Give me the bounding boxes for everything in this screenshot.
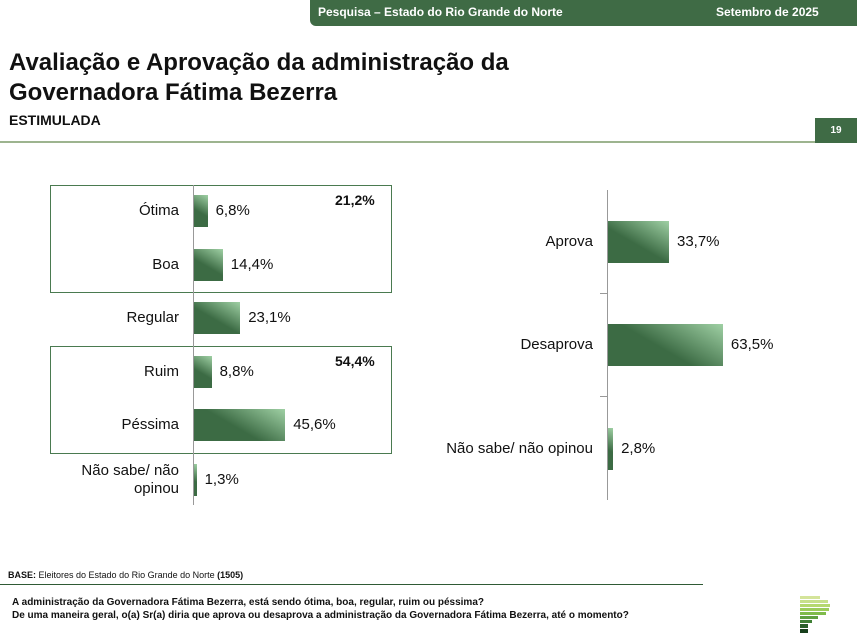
tick (600, 396, 607, 397)
page-number: 19 (815, 118, 857, 143)
bar (194, 302, 241, 334)
question-1: A administração da Governadora Fátima Be… (12, 597, 484, 608)
data-label: 1,3% (204, 471, 239, 488)
bar (608, 324, 723, 366)
header-bar: Pesquisa – Estado do Rio Grande do Norte… (310, 0, 857, 26)
page-title: Avaliação e Aprovação da administração d… (9, 49, 509, 106)
survey-date: Setembro de 2025 (716, 5, 819, 19)
data-label: 14,4% (230, 256, 274, 273)
logo (800, 596, 830, 633)
axis-line (193, 185, 194, 505)
group-total: 21,2% (335, 192, 375, 208)
group-total: 54,4% (335, 353, 375, 369)
page-subtitle: ESTIMULADA (9, 112, 101, 128)
data-label: 23,1% (248, 309, 291, 326)
bar (194, 249, 223, 281)
bar (194, 195, 208, 227)
data-label: 33,7% (676, 233, 720, 250)
bar (608, 221, 669, 263)
category-label: Ruim (143, 363, 179, 380)
base-note: BASE: Eleitores do Estado do Rio Grande … (8, 570, 244, 580)
data-label: 8,8% (219, 363, 254, 380)
bar (194, 409, 286, 441)
divider (0, 141, 815, 143)
bar (194, 464, 197, 496)
category-label: Péssima (121, 416, 179, 433)
data-label: 63,5% (730, 336, 774, 353)
category-label: Desaprova (520, 336, 593, 353)
category-label: Regular (126, 309, 179, 326)
data-label: 2,8% (621, 440, 656, 457)
divider (0, 584, 703, 585)
category-label: Ótima (138, 202, 179, 219)
data-label: 45,6% (293, 416, 336, 433)
data-label: 6,8% (215, 202, 250, 219)
category-label: Aprova (545, 233, 593, 250)
tick (600, 293, 607, 294)
group-box-negative (50, 346, 392, 454)
bar (608, 428, 614, 470)
bar (194, 356, 212, 388)
category-label: Boa (152, 256, 179, 273)
axis-line (607, 190, 608, 500)
group-box-positive (50, 185, 392, 293)
category-label: Não sabe/ não opinou (446, 440, 593, 457)
survey-name: Pesquisa – Estado do Rio Grande do Norte (318, 5, 563, 19)
question-2: De uma maneira geral, o(a) Sr(a) diria q… (12, 610, 629, 621)
category-label: Não sabe/ não opinou (81, 462, 179, 497)
